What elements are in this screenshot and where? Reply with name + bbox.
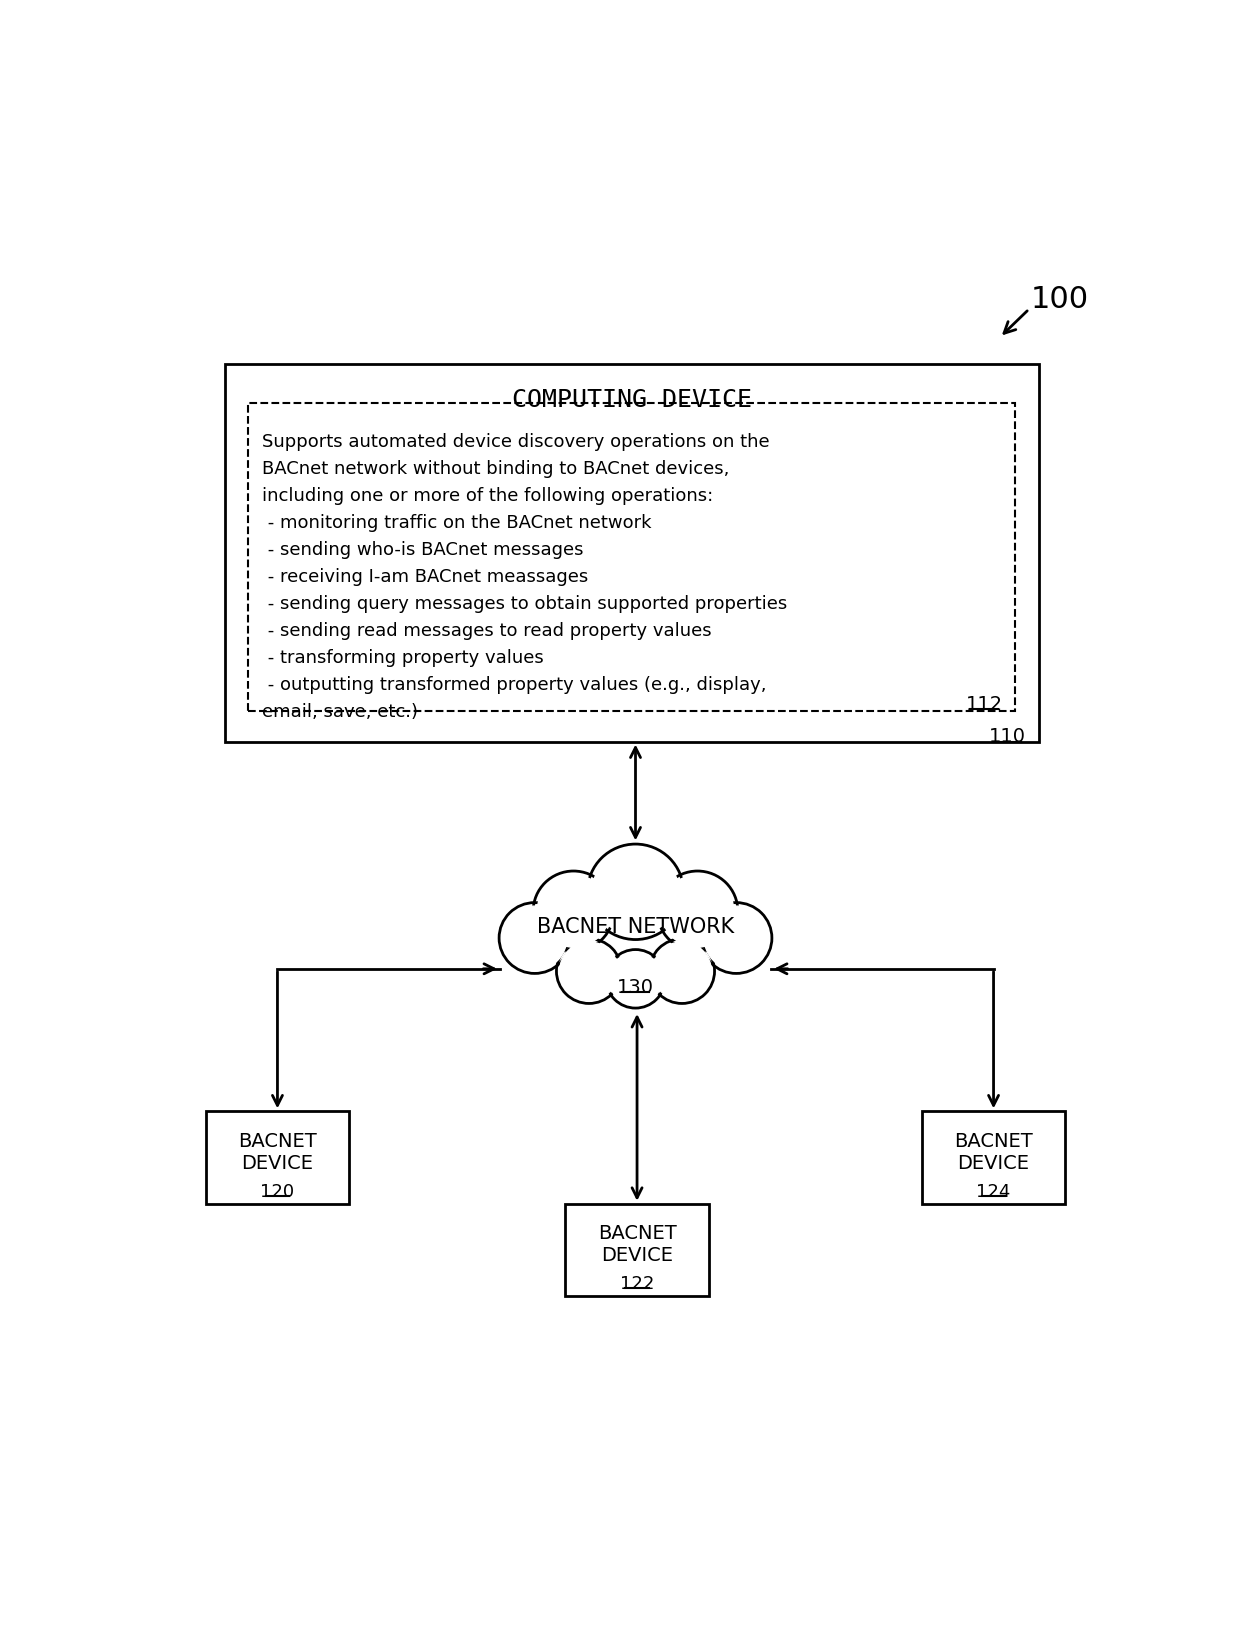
Text: - outputting transformed property values (e.g., display,: - outputting transformed property values… [262,676,766,694]
Text: BACNET NETWORK: BACNET NETWORK [537,917,734,937]
Text: BACNET
DEVICE: BACNET DEVICE [954,1131,1033,1172]
FancyBboxPatch shape [248,403,1016,712]
Text: - transforming property values: - transforming property values [262,648,543,666]
Circle shape [652,942,712,1000]
Circle shape [657,871,738,951]
Circle shape [557,938,621,1004]
Text: Supports automated device discovery operations on the: Supports automated device discovery oper… [262,432,770,450]
Text: 120: 120 [260,1182,295,1201]
FancyBboxPatch shape [206,1111,350,1204]
Text: BACnet network without binding to BACnet devices,: BACnet network without binding to BACnet… [262,460,729,478]
Text: - sending who-is BACnet messages: - sending who-is BACnet messages [262,540,584,558]
FancyBboxPatch shape [921,1111,1065,1204]
Circle shape [661,875,734,948]
Circle shape [701,902,771,974]
Text: BACNET
DEVICE: BACNET DEVICE [598,1224,677,1265]
Circle shape [593,849,678,935]
Circle shape [559,942,619,1000]
Text: 124: 124 [976,1182,1011,1201]
Text: including one or more of the following operations:: including one or more of the following o… [262,486,713,504]
Circle shape [537,875,610,948]
Circle shape [498,902,570,974]
Circle shape [704,907,769,971]
Text: COMPUTING DEVICE: COMPUTING DEVICE [512,388,751,411]
Circle shape [588,844,683,940]
Circle shape [533,871,614,951]
Text: 122: 122 [620,1275,655,1293]
Text: - monitoring traffic on the BACnet network: - monitoring traffic on the BACnet netwo… [262,514,651,532]
Text: 130: 130 [618,978,653,996]
Text: 112: 112 [966,695,1003,713]
Text: BACNET
DEVICE: BACNET DEVICE [238,1131,317,1172]
Circle shape [606,950,665,1009]
Text: - sending read messages to read property values: - sending read messages to read property… [262,622,712,640]
Text: email, save, etc.): email, save, etc.) [262,702,418,720]
FancyBboxPatch shape [565,1204,709,1296]
Text: 100: 100 [1030,284,1089,313]
Circle shape [502,907,567,971]
Text: - receiving I-am BACnet meassages: - receiving I-am BACnet meassages [262,568,588,586]
Circle shape [650,938,714,1004]
Text: - sending query messages to obtain supported properties: - sending query messages to obtain suppo… [262,594,787,612]
Text: 110: 110 [990,726,1025,746]
FancyBboxPatch shape [224,366,1039,743]
Circle shape [609,953,662,1005]
